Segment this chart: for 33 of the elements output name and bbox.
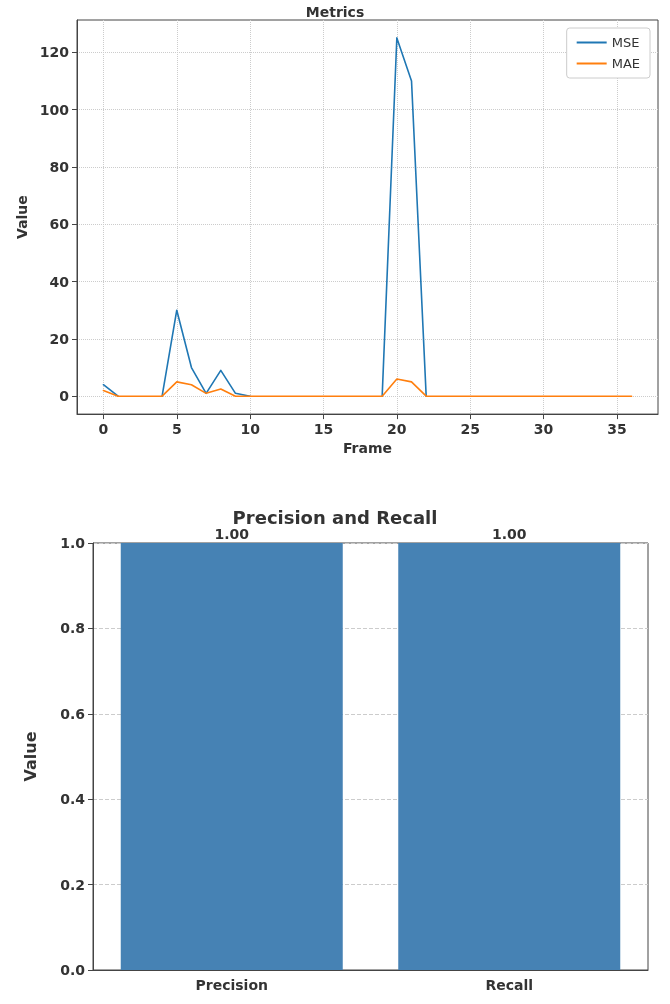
y-tick-label: 1.0 [60,535,86,551]
chart-title: Precision and Recall [232,506,438,528]
y-tick-label: 0.4 [60,791,86,808]
x-tick-label: Precision [195,977,268,993]
x-tick-label: 35 [607,421,627,438]
line-series [102,378,633,397]
y-axis-title: Value [13,195,30,239]
data-label: 1.00 [214,526,250,542]
y-tick-label: 80 [49,158,70,175]
y-tick-label: 0.2 [60,876,85,893]
legend-label: MSE [611,35,640,50]
legend-label: MAE [611,56,640,71]
x-tick-label: Recall [485,977,534,993]
y-tick-label: 60 [49,216,70,233]
x-axis-title: Frame [342,440,393,456]
y-tick-label: 0.6 [60,705,85,722]
y-tick-label: 0.8 [60,620,85,637]
x-tick-label: 15 [313,421,334,438]
y-tick-label: 20 [49,330,70,347]
x-tick-label: 0 [98,421,109,438]
chart-title: Metrics [305,4,365,20]
x-tick-label: 5 [171,421,182,438]
y-tick-label: 40 [49,273,70,290]
x-tick-label: 10 [240,421,261,438]
x-tick-label: 30 [533,421,554,438]
y-tick-label: 120 [39,44,70,61]
y-tick-label: 0.0 [60,962,86,978]
y-tick-label: 0 [59,388,70,405]
x-tick-label: 20 [387,421,407,438]
y-axis-title: Value [20,731,40,782]
y-tick-label: 100 [39,101,70,118]
x-tick-label: 25 [460,421,480,438]
data-label: 1.00 [491,526,527,542]
